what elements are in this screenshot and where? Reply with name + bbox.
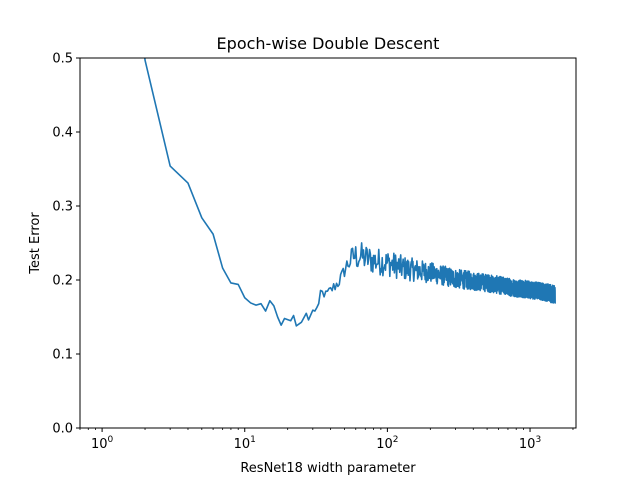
chart-title: Epoch-wise Double Descent [217,34,440,53]
x-tick-label: 102 [376,435,398,452]
y-tick-label: 0.1 [52,348,73,363]
y-tick-label: 0.5 [52,52,73,67]
x-tick-label: 100 [91,435,114,452]
y-tick-label: 0.2 [52,274,73,289]
x-tick-label: 101 [234,435,256,452]
y-tick-label: 0.3 [52,200,73,215]
y-tick-label: 0.0 [52,422,73,437]
x-axis-label: ResNet18 width parameter [240,461,416,476]
series-layer [144,58,556,327]
y-axis: 0.0 0.1 0.2 0.3 0.4 0.5 [52,52,80,437]
y-tick-label: 0.4 [52,126,73,141]
series-line [144,58,556,327]
y-axis-label: Test Error [28,212,43,275]
plot-frame [79,57,577,429]
x-tick-label: 103 [519,435,541,452]
x-axis: 100 101 102 103 [79,428,574,452]
